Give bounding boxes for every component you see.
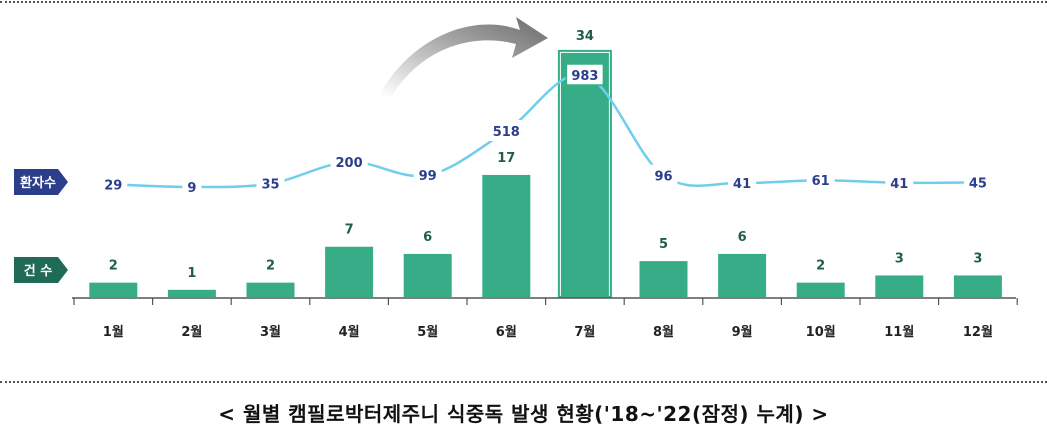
x-tick-label: 11월 [884, 324, 914, 340]
line-label-bg [806, 169, 835, 191]
top-dotted-divider [0, 1, 1047, 3]
x-tick-label: 6월 [496, 324, 517, 340]
line-value-label: 35 [261, 178, 279, 193]
x-tick-label: 2월 [181, 324, 202, 340]
line-value-label: 200 [336, 156, 363, 171]
bar-value-label: 2 [816, 259, 825, 274]
x-tick-label: 10월 [806, 324, 836, 340]
bar-1월 [89, 282, 138, 297]
x-tick-label: 5월 [417, 324, 438, 340]
line-label-bg [330, 151, 368, 172]
bar-value-label: 1 [187, 266, 196, 281]
line-value-label: 99 [419, 169, 437, 184]
line-label-bg [487, 120, 525, 141]
line-value-label: 61 [812, 174, 830, 189]
bar-10월 [796, 282, 845, 297]
x-tick-label: 4월 [339, 324, 360, 340]
bar-value-label: 3 [895, 251, 904, 266]
bar-7월 [560, 52, 609, 297]
bar-4월 [325, 246, 374, 297]
legend-patient-badge [14, 169, 68, 195]
line-label-bg [885, 171, 914, 193]
monthly-chart: 2 1 2 7 6 17 34 5 6 2 3 3 29 9 35 200 99 518 983 96 41 61 41 45… [14, 17, 1018, 340]
line-label-bg [182, 176, 202, 197]
chart-caption: < 월별 캠필로박터제주니 식중독 발생 현황('18~'22(잠정) 누계) … [218, 402, 829, 426]
line-value-label: 41 [890, 177, 908, 192]
line-label-bg [565, 63, 605, 86]
highlight-frame [557, 49, 612, 298]
line-value-label: 518 [493, 125, 520, 140]
line-value-label: 9 [187, 181, 196, 196]
x-tick-label: 7월 [574, 324, 595, 340]
bar-8월 [639, 261, 688, 297]
line-label-bg [963, 171, 992, 193]
bar-value-label: 3 [973, 251, 982, 266]
legend-case-badge-label: 건 수 [24, 263, 52, 279]
line-label-bg [413, 164, 442, 186]
line-value-label: 96 [654, 170, 672, 185]
bar-5월 [403, 253, 452, 297]
bar-9월 [718, 253, 767, 297]
bottom-dotted-divider [0, 381, 1047, 383]
bar-value-label: 6 [423, 230, 432, 245]
x-tick-label: 1월 [103, 324, 124, 340]
bar-value-label: 17 [497, 151, 515, 166]
legend-patient-badge-label: 환자수 [20, 175, 56, 191]
bar-value-label: 2 [266, 259, 275, 274]
x-tick-label: 3월 [260, 324, 281, 340]
trend-arrow-icon [380, 17, 548, 96]
line-value-label: 45 [969, 176, 987, 191]
patient-line [113, 73, 978, 189]
bar-6월 [482, 174, 531, 297]
bar-value-label: 2 [109, 259, 118, 274]
line-value-label: 983 [571, 69, 598, 84]
x-tick-label: 12월 [963, 324, 993, 340]
line-label-bg [649, 164, 678, 186]
bar-2월 [167, 289, 216, 297]
x-tick-label: 9월 [732, 324, 753, 340]
bar-12월 [953, 275, 1002, 297]
line-label-bg [728, 171, 757, 193]
line-label-bg [99, 173, 128, 195]
bar-value-label: 5 [659, 237, 668, 252]
line-value-label: 41 [733, 177, 751, 192]
legend-case-badge [14, 257, 68, 283]
bar-value-label: 7 [345, 223, 354, 238]
bar-value-label: 34 [576, 29, 594, 44]
bar-value-label: 6 [738, 230, 747, 245]
line-label-bg [256, 172, 285, 194]
bar-3월 [246, 282, 295, 297]
line-value-label: 29 [104, 178, 122, 193]
bar-11월 [875, 275, 924, 297]
x-tick-label: 8월 [653, 324, 674, 340]
